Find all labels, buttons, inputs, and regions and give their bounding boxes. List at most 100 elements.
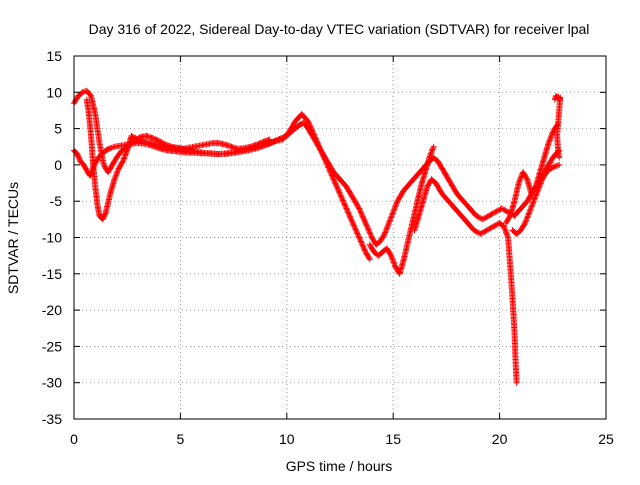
data-point [314,140,321,147]
data-point [333,183,340,189]
data-point [477,214,483,221]
y-axis-title: SDTVAR / TECUs [5,182,21,294]
data-point [357,238,364,245]
data-point [327,169,334,176]
data-point [121,154,128,161]
data-point [363,222,370,229]
data-point [361,246,368,253]
x-tick-label: 0 [70,431,78,447]
data-point [366,229,373,236]
data-point [337,192,344,199]
data-point [338,194,345,201]
series-track-2 [71,87,373,263]
data-point [532,194,539,201]
data-point [348,216,354,222]
data-point [387,215,394,222]
data-point [478,230,485,237]
data-point [556,154,563,161]
y-tick-label: -20 [42,302,62,318]
data-point [305,118,312,125]
data-point [328,172,335,179]
data-point [345,210,352,217]
series-track-3 [83,96,273,223]
data-point [533,190,540,196]
data-point [321,156,328,163]
data-point [310,130,317,137]
data-point [385,220,392,226]
data-point [538,177,545,184]
data-point [111,176,118,183]
data-point [330,176,337,183]
data-point [129,133,136,140]
data-point [545,140,552,147]
x-tick-label: 15 [385,431,401,447]
data-point [266,136,273,143]
x-tick-label: 25 [598,431,614,447]
data-point [343,205,350,212]
data-point [149,135,156,141]
data-point [326,165,332,172]
data-point [316,143,323,150]
data-point [472,228,479,234]
tick-labels: 0 5 10 15 20 25 -35 -30 -25 -20 -15 -10 -5 0 5 10 15 [42,48,614,447]
y-tick-label: -30 [42,375,62,391]
data-point [334,184,341,191]
data-point [320,154,327,160]
x-axis-title: GPS time / hours [286,458,393,474]
data-point [352,226,359,233]
data-point [352,225,359,232]
data-point [344,208,351,215]
data-point [257,139,264,146]
series-track-6 [503,122,561,226]
data-point [504,231,510,238]
data-point [312,135,319,142]
y-tick-label: -5 [50,193,63,209]
data-point [359,213,366,220]
data-point [362,220,369,226]
data-point [530,198,537,205]
y-tick-label: -35 [42,411,62,427]
data-point [309,128,316,135]
y-tick-label: 0 [54,157,62,173]
data-point [334,185,341,192]
data-point [325,164,332,171]
data-point [517,176,524,182]
y-tick-label: 5 [54,121,62,137]
data-point [547,136,554,142]
data-point [357,208,364,215]
series-track-5 [411,176,520,386]
data-point [523,215,530,222]
data-point [355,233,362,240]
data-point [361,217,368,224]
data-point [339,197,346,204]
data-point [151,135,157,142]
data-point [337,190,343,197]
data-point [360,216,367,222]
data-point [366,255,373,262]
y-tick-label: -10 [42,230,62,246]
data-point [389,255,396,262]
data-point [522,220,529,226]
data-point [340,198,347,205]
series-track-8 [551,92,564,161]
data-point [317,147,324,154]
data-point [501,226,508,233]
data-point [356,206,363,213]
data-point [336,189,343,196]
series-track-7 [509,161,563,237]
y-tick-label: 15 [46,48,62,64]
data-point [390,207,397,214]
data-point [500,206,506,213]
data-point [342,202,349,209]
data-point [556,161,563,168]
data-point [357,237,364,244]
data-point [351,223,358,230]
data-point [113,172,119,179]
y-tick-label: -15 [42,266,62,282]
data-point [358,239,365,246]
data-point [348,217,355,224]
data-point [321,155,328,162]
data-points [71,87,564,386]
data-point [335,188,342,195]
data-point [480,229,486,236]
